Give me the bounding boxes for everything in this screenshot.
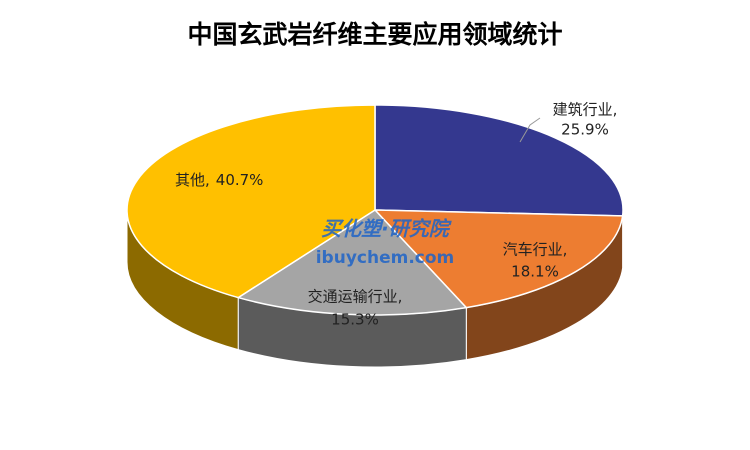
category-label: 交通运输行业, <box>308 288 403 306</box>
pie-slice <box>374 104 624 217</box>
category-label: 其他, <box>175 171 210 189</box>
leader-line <box>519 117 541 143</box>
category-label: 建筑行业, <box>553 101 618 119</box>
value-label: 40.7% <box>216 171 264 189</box>
data-label: 其他, 40.7% <box>175 171 263 189</box>
watermark: ibuychem.com <box>316 248 455 268</box>
pie-slice <box>373 209 624 309</box>
watermark: 买化塑·研究院 <box>321 217 453 241</box>
pie-slice <box>126 104 376 299</box>
value-label: 15.3% <box>331 311 379 329</box>
category-label: 汽车行业, <box>503 241 568 259</box>
chart-title: 中国玄武岩纤维主要应用领域统计 <box>187 20 562 49</box>
value-label: 18.1% <box>511 263 559 281</box>
labels: 买化塑·研究院 ibuychem.com 建筑行业, 25.9% 汽车行业, 18.1% 交… <box>175 101 617 329</box>
value-label: 25.9% <box>561 121 609 139</box>
pie <box>126 104 624 368</box>
pie-slice <box>236 209 468 316</box>
